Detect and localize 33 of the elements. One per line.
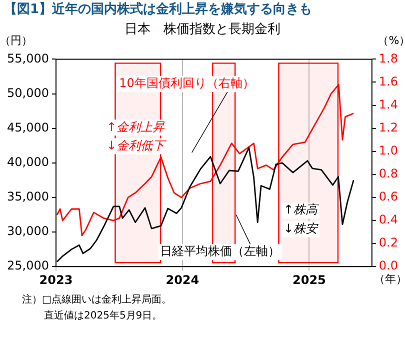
x-axis-title: （年） <box>374 272 405 286</box>
y2-tick-label: 1.4 <box>378 97 398 112</box>
annotation: ↓株安 <box>283 221 319 236</box>
y-axis-title: （円） <box>0 34 32 48</box>
y2-tick-label: 1.0 <box>378 144 398 158</box>
y2-axis-title: （%） <box>378 34 405 48</box>
y-tick-label: 35,000 <box>6 190 49 204</box>
y2-tick-label: 1.2 <box>378 120 398 134</box>
text: 直近値は2025年5月9日。 <box>44 310 162 322</box>
y-tick-label: 40,000 <box>6 155 49 170</box>
chart-title: 【図1】近年の国内株式は金利上昇を嫌気する向きも <box>4 1 312 18</box>
x-tick-label: 2023 <box>39 272 73 287</box>
text: 10年国債利回り（右軸） <box>119 76 254 90</box>
x-tick-label: 2025 <box>292 272 326 287</box>
y2-tick-label: 0.8 <box>378 166 398 181</box>
chart-subtitle: 日本 株価指数と長期金利 <box>124 22 280 37</box>
annotation: ↑株高 <box>283 202 320 217</box>
y-tick-label: 45,000 <box>6 120 49 134</box>
y2-tick-label: 0.2 <box>378 236 398 250</box>
y2-tick-label: 0.0 <box>378 258 398 273</box>
annotation: ↓金利低下 <box>106 138 167 152</box>
y2-tick-label: 1.8 <box>378 51 398 66</box>
series-label: 日経平均株価（左軸） <box>160 244 280 258</box>
x-tick-label: 2024 <box>166 272 200 287</box>
annotation: ↑金利上昇 <box>106 120 166 134</box>
y2-tick-label: 0.6 <box>378 190 398 204</box>
y-tick-label: 50,000 <box>6 86 49 100</box>
text: 注）□点線囲いは金利上昇局面。 <box>22 294 172 306</box>
y-tick-label: 55,000 <box>6 51 49 66</box>
y2-tick-label: 1.6 <box>378 74 398 88</box>
y-tick-label: 30,000 <box>6 224 49 238</box>
y2-tick-label: 0.4 <box>378 212 398 227</box>
y-tick-label: 25,000 <box>6 258 49 273</box>
